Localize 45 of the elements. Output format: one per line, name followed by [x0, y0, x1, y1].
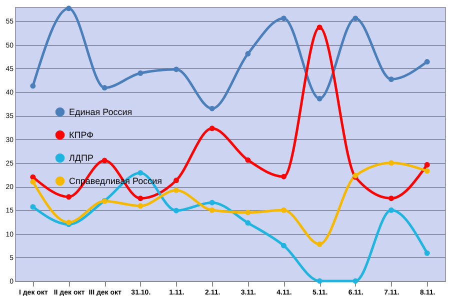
point — [209, 207, 215, 213]
point — [30, 179, 36, 185]
point — [209, 126, 215, 132]
point — [316, 278, 322, 284]
point — [174, 178, 179, 184]
point — [316, 241, 322, 247]
point — [388, 76, 394, 82]
point — [388, 207, 394, 213]
point — [245, 210, 251, 216]
point — [102, 85, 108, 91]
point — [352, 278, 358, 284]
point — [281, 207, 286, 213]
point — [30, 204, 36, 210]
point — [174, 208, 179, 214]
point — [102, 158, 108, 164]
point — [316, 24, 322, 30]
point — [138, 203, 144, 209]
point — [66, 194, 72, 200]
point — [138, 70, 144, 76]
legend-label: Единая Россия — [69, 107, 132, 117]
point — [424, 59, 430, 65]
point — [245, 220, 251, 226]
legend-label: ЛДПР — [69, 153, 94, 163]
point — [245, 157, 251, 163]
point — [424, 162, 430, 168]
point — [138, 196, 144, 202]
point — [281, 16, 286, 22]
point — [388, 160, 394, 166]
point — [424, 168, 430, 174]
point — [30, 174, 36, 180]
point — [316, 96, 322, 102]
point — [281, 242, 286, 248]
point — [388, 196, 394, 202]
legend-label: КПРФ — [69, 130, 94, 140]
point — [30, 83, 36, 89]
point — [174, 66, 179, 72]
point — [352, 16, 358, 22]
point — [209, 200, 215, 206]
point — [245, 51, 251, 57]
point — [424, 250, 430, 256]
point — [209, 106, 215, 112]
point — [281, 174, 286, 180]
point — [66, 6, 72, 12]
point — [174, 188, 179, 194]
point — [138, 170, 144, 176]
